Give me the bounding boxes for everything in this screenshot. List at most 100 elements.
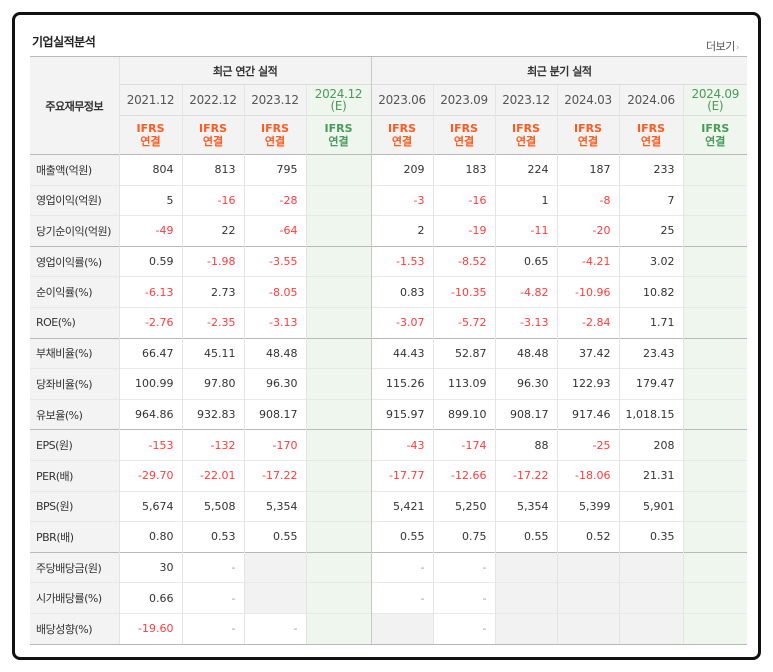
table-cell: 96.30 [494,368,558,400]
table-cell: 0.75 [432,521,496,553]
table-cell: 21.31 [618,459,684,492]
table-cell: 115.26 [370,368,434,400]
table-cell: -2.35 [181,306,244,339]
table-cell [243,582,306,614]
consolidated-label: 연결 [577,135,599,148]
table-cell: -10.96 [556,276,620,308]
table-cell: 209 [370,154,434,186]
table-cell [305,245,372,277]
ifrs-label: IFRS [199,122,227,135]
table-cell: 0.52 [556,521,620,553]
table-cell [305,154,372,186]
table-cell: 1.71 [618,306,684,339]
table-cell: 23.43 [618,337,684,369]
table-cell: 5,399 [556,490,620,522]
ifrs-label: IFRS [574,122,603,135]
table-cell: 908.17 [243,398,306,430]
table-cell: -18.06 [556,459,620,492]
table-cell: -153 [118,429,182,461]
table-cell [305,612,372,645]
financial-table: 주요재무정보 최근 연간 실적 최근 분기 실적 2021.12 2022.12 2023… [30,56,748,645]
table-cell [305,276,372,308]
table-cell: 1,018.15 [618,398,684,430]
more-label: 더보기 [706,40,735,53]
ifrs-label: IFRS [701,122,730,135]
table-cell [494,582,558,614]
table-cell: 179.47 [618,368,684,400]
table-cell [305,398,372,430]
table-cell: -4.82 [494,276,558,308]
accounting-basis: IFRS 연결 [118,115,182,155]
table-cell [682,521,748,553]
consolidated-label: 연결 [515,135,537,148]
table-cell: - [432,551,496,583]
table-cell: -25 [556,429,620,461]
table-cell: 0.66 [118,582,182,614]
table-cell: -3.55 [243,245,306,277]
row-label: 매출액(억원) [30,154,119,186]
more-link[interactable]: 더보기› [706,38,740,54]
table-cell [243,551,306,583]
table-row: PBR(배) 0.80 0.53 0.55 0.55 0.75 0.55 0.52 0.35 [30,521,748,553]
accounting-basis: IFRS 연결 [243,115,306,155]
consolidated-label: 연결 [140,135,161,148]
table-cell [682,582,748,614]
table-cell [682,215,748,247]
table-row: 순이익률(%) -6.13 2.73 -8.05 0.83 -10.35 -4.82 -10.… [30,276,748,308]
table-cell [682,490,748,522]
table-cell [556,612,620,645]
table-cell: 899.10 [432,398,496,430]
table-row: 주당배당금(원) 30- - - [30,551,748,583]
table-cell: 5,250 [432,490,496,522]
table-cell [682,184,748,216]
table-row: 배당성향(%) -19.60- - - [30,612,748,645]
table-cell: -5.72 [432,306,496,339]
table-cell: 97.80 [181,368,244,400]
ifrs-label: IFRS [324,122,353,135]
consolidated-label: 연결 [202,135,224,148]
row-label: ROE(%) [30,306,119,339]
table-cell: -19 [432,215,496,247]
table-cell: 908.17 [494,398,558,430]
table-cell [305,521,372,553]
period-date: 2023.09 [432,84,496,116]
table-cell: 30 [118,551,182,583]
table-row: EPS(원) -153 -132 -170 -43 -174 88 -25 208 [30,429,748,461]
table-cell [305,429,372,461]
table-cell: -3.13 [494,306,558,339]
consolidated-label: 연결 [264,135,286,148]
table-cell: -22.01 [181,459,244,492]
table-row: 유보율(%) 964.86 932.83 908.17 915.97 899.10 908.… [30,398,748,430]
accounting-basis: IFRS 연결 [618,115,684,155]
row-label: PBR(배) [30,521,119,553]
table-cell: 22 [181,215,244,247]
estimate-mark: (E) [707,99,724,113]
table-cell: 917.46 [556,398,620,430]
table-cell [305,306,372,339]
table-cell: -8 [556,184,620,216]
table-cell: -3 [370,184,434,216]
table-cell: -16 [432,184,496,216]
consolidated-label: 연결 [328,135,349,148]
row-label: 당좌비율(%) [30,368,119,400]
table-cell: - [181,612,244,645]
table-cell: - [370,551,434,583]
table-cell [682,368,748,400]
consolidated-label: 연결 [640,135,662,148]
period-date: 2023.12 [494,84,558,116]
table-cell: 5,901 [618,490,684,522]
period-date: 2023.12 [243,84,306,116]
table-cell: -20 [556,215,620,247]
period-date: 2023.06 [370,84,434,116]
table-cell: 122.93 [556,368,620,400]
table-cell [305,215,372,247]
table-cell: 0.55 [370,521,434,553]
row-label: 주당배당금(원) [30,551,119,583]
table-cell: 183 [432,154,496,186]
table-cell: 804 [118,154,182,186]
table-cell: 0.55 [494,521,558,553]
table-cell: -17.22 [494,459,558,492]
accounting-basis: IFRS 연결 [305,115,372,155]
chevron-right-icon: › [735,43,740,53]
table-cell [305,337,372,369]
